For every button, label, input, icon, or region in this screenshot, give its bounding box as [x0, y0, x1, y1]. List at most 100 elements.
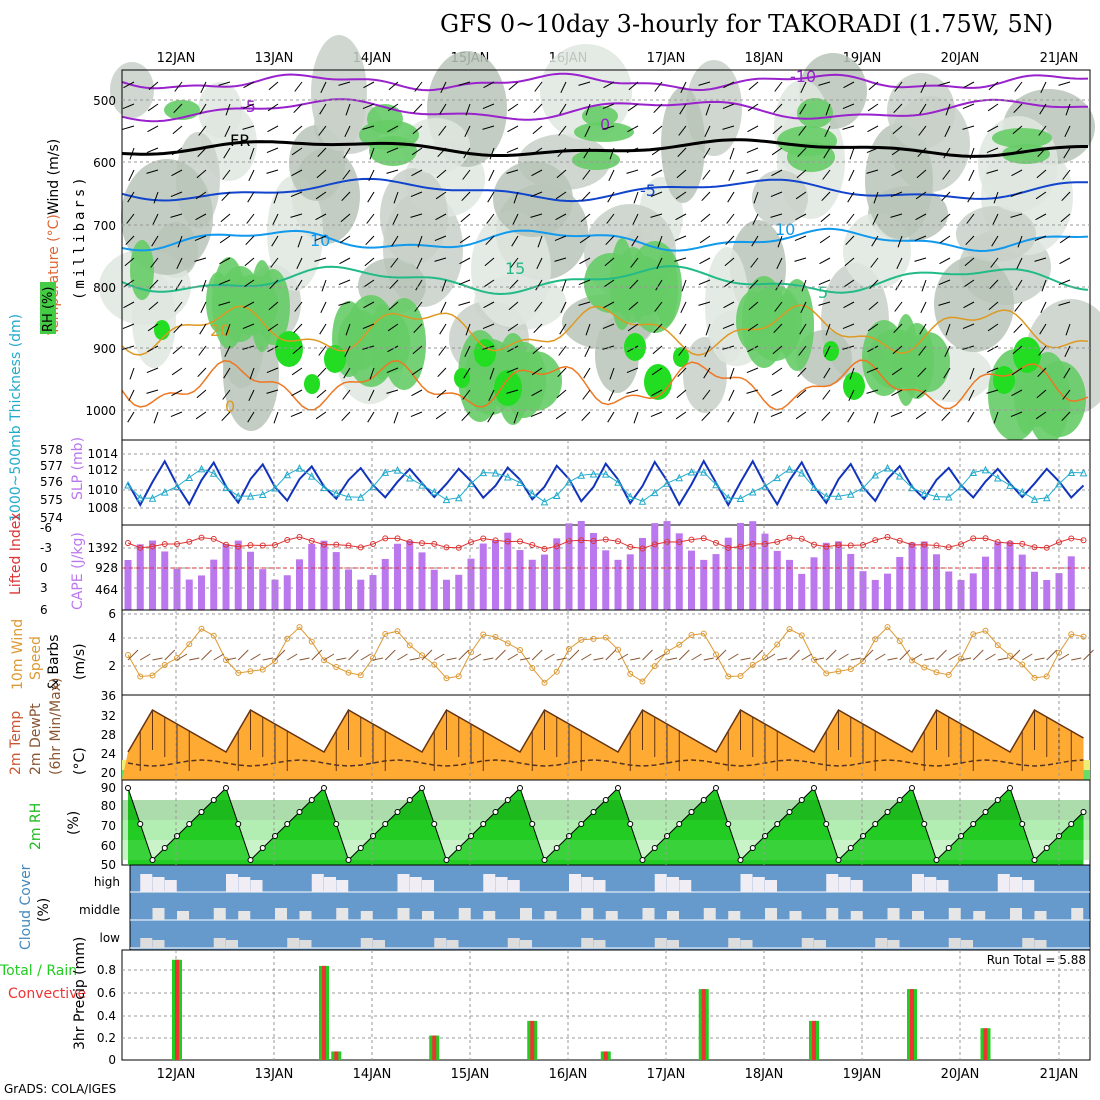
- cloud-middle-bar: [299, 911, 312, 920]
- thickness-marker: [944, 492, 953, 501]
- wind-barb: [962, 323, 975, 330]
- rh-marker: [713, 785, 719, 791]
- wind-barb: [247, 411, 255, 423]
- wind-barb: [699, 257, 711, 265]
- wind-barb: [483, 301, 495, 309]
- wind-speed-marker: [774, 641, 781, 648]
- wind-barb: [627, 345, 639, 353]
- cloud-high-bar: [324, 877, 336, 892]
- rh-marker: [896, 797, 903, 803]
- wind-barb: [825, 103, 831, 116]
- cloud-middle-bar: [152, 908, 165, 920]
- pressure-tick: 1000: [85, 404, 116, 418]
- wind-barb: [271, 235, 279, 247]
- thickness-marker: [393, 465, 402, 474]
- wind-barb-10m: [825, 649, 837, 661]
- wind-barb: [867, 345, 879, 353]
- date-bottom-label: 13JAN: [255, 1067, 294, 1082]
- rh-marker: [443, 857, 450, 863]
- wind-barb: [584, 125, 591, 138]
- rh-shade-bright: [324, 345, 346, 373]
- wind-barb: [485, 235, 495, 246]
- rh-marker: [847, 845, 854, 851]
- wind-speed-marker: [713, 651, 719, 658]
- wind-barb: [510, 257, 519, 268]
- wind-barb: [197, 367, 207, 378]
- wind-barb: [1014, 301, 1023, 312]
- wind-barb: [411, 389, 423, 397]
- wind-barb: [386, 147, 399, 154]
- cape-bar: [663, 521, 671, 610]
- cape-bar: [492, 540, 499, 610]
- wind-barb: [175, 279, 183, 291]
- thickness-marker: [810, 483, 818, 491]
- wind-barb: [530, 191, 543, 198]
- cape-bar: [712, 554, 720, 610]
- wind-barb: [824, 345, 831, 358]
- wind-barb: [462, 169, 471, 180]
- wind-barb-10m: [299, 657, 310, 661]
- pressure-axis-label: (millibars): [72, 174, 88, 300]
- wind-barb: [513, 191, 519, 204]
- cape-tick: 928: [95, 561, 118, 575]
- wind-barb: [728, 169, 735, 182]
- wind-barb: [127, 411, 135, 423]
- thickness-marker: [320, 483, 328, 492]
- pressure-axis-label-group: (millibars): [72, 174, 88, 300]
- wind-barb: [219, 235, 231, 244]
- wind-barb: [822, 389, 831, 400]
- wind-barb: [295, 279, 303, 291]
- wind-barb: [125, 235, 135, 246]
- wind-barb: [147, 125, 159, 133]
- wind-barb: [435, 191, 447, 200]
- wind-barb: [606, 213, 615, 224]
- cloud-high-bar: [593, 880, 606, 892]
- wind-barb: [437, 147, 447, 158]
- precip-tick: 0: [108, 1053, 116, 1067]
- wind-speed-marker: [370, 655, 376, 662]
- wind-barb-10m: [568, 649, 580, 661]
- wind-barb: [368, 389, 375, 402]
- cloud-low-bar: [728, 938, 741, 948]
- wind-barb: [363, 81, 375, 89]
- wind-barb: [296, 257, 303, 270]
- wind-barb: [608, 389, 615, 402]
- wind-barb: [584, 345, 591, 358]
- wind-barb: [843, 279, 855, 288]
- cloud-middle-bar: [581, 908, 594, 920]
- rh-marker: [382, 821, 389, 827]
- wind-barb: [1037, 147, 1047, 158]
- contour-line: [121, 304, 1089, 356]
- wind-barb: [146, 169, 159, 174]
- cloud-middle-bar: [275, 908, 287, 920]
- cape-bar: [332, 552, 340, 610]
- cloud-low-bar: [140, 938, 153, 948]
- wind-barb: [146, 147, 159, 154]
- rh-marker: [749, 845, 756, 851]
- contour-line: [121, 177, 1089, 203]
- wind-barb: [938, 81, 951, 86]
- wind-barb: [914, 257, 927, 262]
- wind-barb: [968, 389, 975, 402]
- wind-barb: [1063, 367, 1071, 379]
- wind-barb: [438, 125, 447, 136]
- wind-barb: [891, 169, 903, 177]
- wind-barb: [674, 257, 687, 262]
- wind-barb: [272, 213, 279, 226]
- wind-barb: [893, 103, 903, 114]
- wind-barb: [557, 367, 567, 378]
- wind-barb-10m: [899, 649, 911, 661]
- wind-barb: [770, 213, 783, 218]
- lifted-index-marker: [223, 541, 229, 548]
- wind-barb: [602, 323, 615, 330]
- cloud-middle-bar: [397, 908, 410, 920]
- wind-barb: [1058, 279, 1071, 286]
- temp-tick: 36: [101, 689, 116, 703]
- wind-barb: [153, 191, 159, 204]
- wind-barb: [774, 81, 783, 92]
- cloud-high-bar: [765, 880, 777, 892]
- cloud-middle-bar: [826, 908, 839, 920]
- wind-barb-10m: [446, 657, 457, 661]
- thickness-marker: [209, 469, 218, 477]
- wind-barb: [939, 257, 951, 265]
